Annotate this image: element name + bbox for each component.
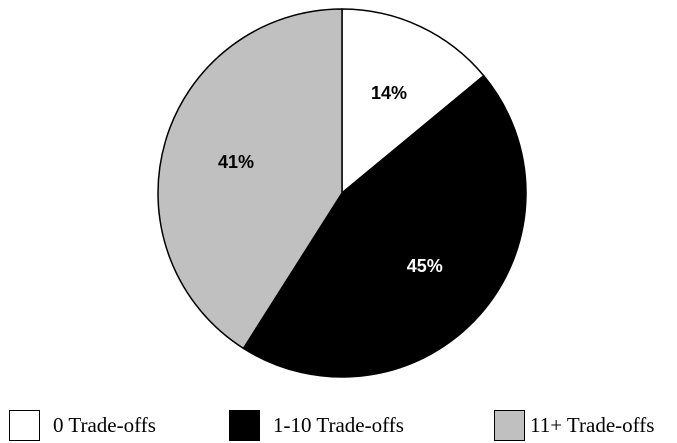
legend-label-0-trade-offs: 0 Trade-offs: [53, 413, 156, 437]
legend-label-11-plus-trade-offs: 11+ Trade-offs: [530, 413, 655, 437]
pie-slice-label-0-trade-offs: 14%: [371, 83, 407, 103]
pie-chart-svg: 14% 45% 41%: [157, 8, 527, 378]
legend-item-11-plus-trade-offs: 11+ Trade-offs: [485, 402, 677, 442]
pie-slice-11-plus-trade-offs: [157, 8, 343, 350]
legend: 0 Trade-offs 1-10 Trade-offs 11+ Trade-o…: [0, 402, 677, 442]
legend-swatch-0-trade-offs: [9, 410, 40, 441]
legend-swatch-11-plus-trade-offs: [494, 410, 525, 441]
pie-slice-0-trade-offs: [341, 8, 485, 194]
pie-slice-label-1-10-trade-offs: 45%: [407, 256, 443, 276]
legend-label-1-10-trade-offs: 1-10 Trade-offs: [273, 413, 404, 437]
legend-item-1-10-trade-offs: 1-10 Trade-offs: [220, 402, 450, 442]
pie-slice-label-11-plus-trade-offs: 41%: [218, 152, 254, 172]
pie-slices: [157, 8, 527, 378]
legend-item-0-trade-offs: 0 Trade-offs: [0, 402, 200, 442]
pie-slice-1-10-trade-offs: [242, 74, 527, 378]
legend-swatch-1-10-trade-offs: [229, 410, 260, 441]
pie-slice-labels: 14% 45% 41%: [218, 83, 443, 276]
